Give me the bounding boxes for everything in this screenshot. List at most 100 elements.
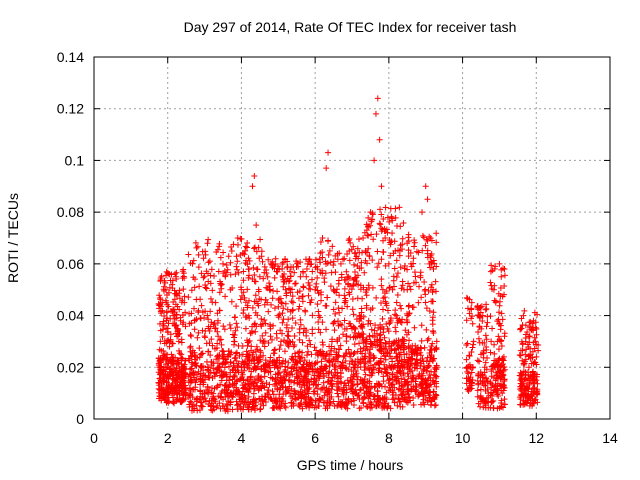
data-point <box>195 329 202 336</box>
data-point <box>273 268 280 275</box>
data-point <box>234 349 241 356</box>
data-point <box>353 370 360 377</box>
data-point <box>380 378 387 385</box>
data-point <box>378 225 385 232</box>
data-point <box>391 346 398 353</box>
data-point <box>388 355 395 362</box>
data-point <box>330 262 337 269</box>
data-point <box>366 332 373 339</box>
data-point <box>422 183 429 190</box>
data-point <box>426 233 433 240</box>
data-point <box>479 374 486 381</box>
data-point <box>463 342 470 349</box>
data-point <box>204 240 211 247</box>
data-point <box>267 323 274 330</box>
data-point <box>373 294 380 301</box>
data-point <box>369 344 376 351</box>
data-point <box>392 324 399 331</box>
data-point <box>424 237 431 244</box>
data-point <box>419 390 426 397</box>
data-point <box>345 273 352 280</box>
data-point <box>402 327 409 334</box>
data-point <box>255 288 262 295</box>
data-point <box>282 363 289 370</box>
data-point <box>334 256 341 263</box>
y-tick-label: 0.04 <box>57 308 84 324</box>
data-point <box>227 351 234 358</box>
data-point <box>411 364 418 371</box>
data-point <box>293 364 300 371</box>
data-point <box>276 386 283 393</box>
data-point <box>240 277 247 284</box>
data-point <box>199 394 206 401</box>
data-point <box>344 303 351 310</box>
data-point <box>242 314 249 321</box>
data-point <box>491 341 498 348</box>
data-point <box>362 363 369 370</box>
data-point <box>275 303 282 310</box>
data-point <box>196 345 203 352</box>
data-point <box>381 400 388 407</box>
data-point <box>235 269 242 276</box>
data-point <box>418 360 425 367</box>
data-point <box>386 285 393 292</box>
data-point <box>240 406 247 413</box>
data-point <box>179 275 186 282</box>
data-point <box>340 353 347 360</box>
data-point <box>172 322 179 329</box>
data-point <box>309 330 316 337</box>
data-point <box>430 378 437 385</box>
data-point <box>500 265 507 272</box>
data-point <box>285 316 292 323</box>
data-point <box>220 249 227 256</box>
data-point <box>378 368 385 375</box>
data-point <box>265 256 272 263</box>
data-point <box>289 307 296 314</box>
data-point <box>466 296 473 303</box>
data-point <box>345 346 352 353</box>
data-point <box>198 302 205 309</box>
data-point <box>348 246 355 253</box>
data-point <box>191 326 198 333</box>
data-point <box>397 264 404 271</box>
data-point <box>351 341 358 348</box>
data-point <box>274 357 281 364</box>
data-point <box>252 292 259 299</box>
data-point <box>299 293 306 300</box>
data-point <box>251 320 258 327</box>
data-point <box>303 332 310 339</box>
data-point <box>351 269 358 276</box>
data-point <box>373 231 380 238</box>
data-point <box>361 367 368 374</box>
data-point <box>328 347 335 354</box>
data-point <box>188 365 195 372</box>
data-point <box>412 342 419 349</box>
axis-ticks: 0 2 4 6 8 10 12 14 0 0.02 0.04 0.06 0.08 0.1 0.12 0.14 <box>57 49 618 446</box>
data-point <box>346 235 353 242</box>
data-point <box>245 393 252 400</box>
data-point <box>314 263 321 270</box>
data-point <box>496 260 503 267</box>
data-point <box>177 317 184 324</box>
data-point <box>249 304 256 311</box>
data-point <box>188 287 195 294</box>
data-point <box>222 293 229 300</box>
data-point <box>189 370 196 377</box>
data-point <box>295 295 302 302</box>
data-point <box>363 304 370 311</box>
data-point <box>331 402 338 409</box>
data-point <box>161 350 168 357</box>
data-point <box>205 325 212 332</box>
data-point <box>368 231 375 238</box>
data-point <box>519 347 526 354</box>
data-point <box>201 333 208 340</box>
data-point <box>327 259 334 266</box>
data-point <box>234 235 241 241</box>
data-point <box>481 364 488 371</box>
data-point <box>344 251 351 258</box>
data-point <box>422 299 429 306</box>
data-point <box>383 302 390 309</box>
data-point <box>195 264 202 271</box>
data-point <box>316 375 323 382</box>
x-tick-label: 14 <box>602 430 618 446</box>
